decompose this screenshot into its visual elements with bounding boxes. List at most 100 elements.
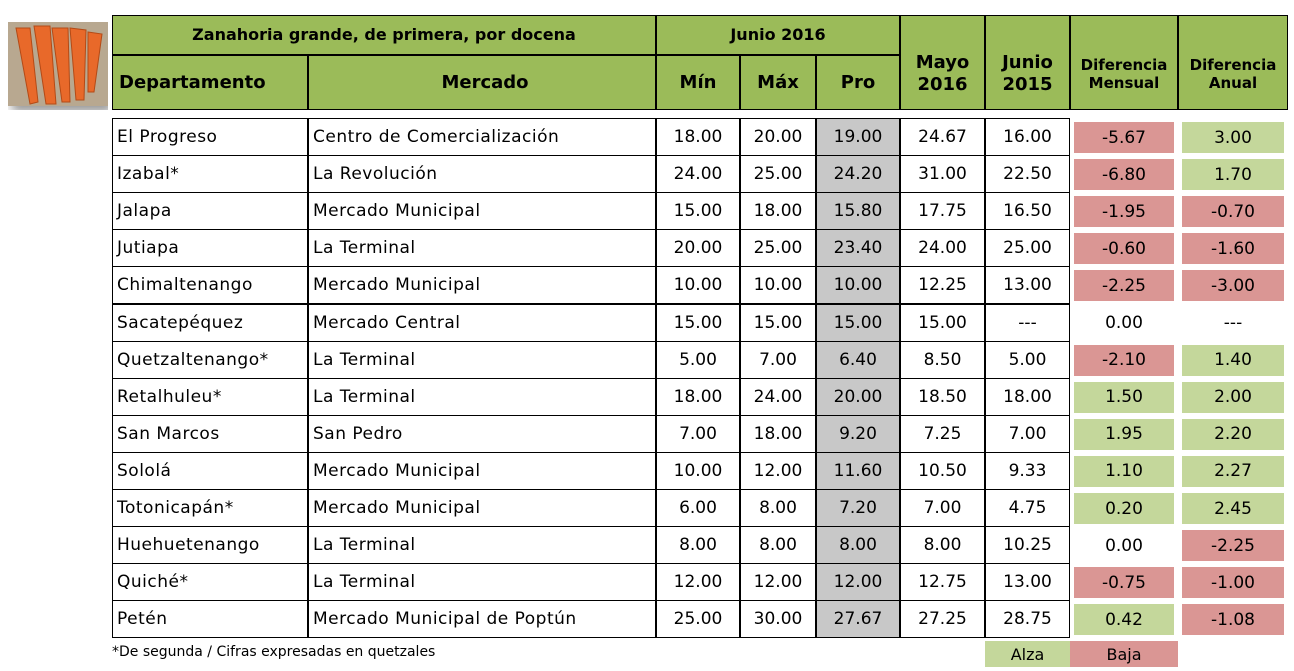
number-cell: 8.00 bbox=[740, 526, 816, 564]
number-cell: 25.00 bbox=[656, 600, 740, 638]
difference-cell: -5.67 bbox=[1074, 122, 1174, 153]
number-cell: 18.00 bbox=[656, 118, 740, 156]
number-cell: 6.00 bbox=[656, 489, 740, 527]
text-cell: El Progreso bbox=[112, 118, 308, 156]
number-cell: 15.00 bbox=[900, 304, 985, 342]
text-cell: Mercado Municipal bbox=[308, 192, 656, 230]
number-cell: 10.25 bbox=[985, 526, 1070, 564]
number-cell: 15.00 bbox=[656, 192, 740, 230]
number-cell: 22.50 bbox=[985, 155, 1070, 193]
difference-cell: 1.40 bbox=[1182, 345, 1284, 376]
text-cell: Mercado Municipal de Poptún bbox=[308, 600, 656, 638]
difference-cell: 2.27 bbox=[1182, 456, 1284, 487]
text-cell: Chimaltenango bbox=[112, 266, 308, 304]
text-cell: Quiché* bbox=[112, 563, 308, 601]
difference-cell: 2.45 bbox=[1182, 493, 1284, 524]
number-cell: 8.50 bbox=[900, 341, 985, 379]
text-cell: Mercado Municipal bbox=[308, 489, 656, 527]
text-cell: Izabal* bbox=[112, 155, 308, 193]
number-cell: 12.00 bbox=[740, 452, 816, 490]
column-header: Junio 2015 bbox=[985, 15, 1070, 110]
difference-cell: 2.00 bbox=[1182, 382, 1284, 413]
text-cell: Quetzaltenango* bbox=[112, 341, 308, 379]
difference-cell: 1.50 bbox=[1074, 382, 1174, 413]
difference-cell: -0.60 bbox=[1074, 233, 1174, 264]
difference-cell: -0.75 bbox=[1074, 567, 1174, 598]
number-cell: 30.00 bbox=[740, 600, 816, 638]
number-cell: 4.75 bbox=[985, 489, 1070, 527]
number-cell: 10.00 bbox=[656, 266, 740, 304]
difference-cell: -1.00 bbox=[1182, 567, 1284, 598]
number-cell: 24.67 bbox=[900, 118, 985, 156]
text-cell: Mercado Central bbox=[308, 304, 656, 342]
column-header: Pro bbox=[816, 55, 900, 110]
number-cell: 8.00 bbox=[816, 526, 900, 564]
text-cell: Jutiapa bbox=[112, 229, 308, 267]
number-cell: 24.20 bbox=[816, 155, 900, 193]
column-header: Mín bbox=[656, 55, 740, 110]
difference-cell: 0.42 bbox=[1074, 604, 1174, 635]
difference-cell: -0.70 bbox=[1182, 196, 1284, 227]
number-cell: 7.00 bbox=[740, 341, 816, 379]
text-cell: La Terminal bbox=[308, 563, 656, 601]
text-cell: Huehuetenango bbox=[112, 526, 308, 564]
number-cell: 18.00 bbox=[656, 378, 740, 416]
number-cell: 12.25 bbox=[900, 266, 985, 304]
text-cell: Petén bbox=[112, 600, 308, 638]
text-cell: San Pedro bbox=[308, 415, 656, 453]
number-cell: 12.00 bbox=[740, 563, 816, 601]
difference-cell: 0.00 bbox=[1074, 308, 1174, 339]
difference-cell: -3.00 bbox=[1182, 270, 1284, 301]
number-cell: 7.25 bbox=[900, 415, 985, 453]
column-header: Diferencia Anual bbox=[1178, 15, 1288, 110]
difference-cell: 1.70 bbox=[1182, 159, 1284, 190]
text-cell: La Terminal bbox=[308, 341, 656, 379]
difference-cell: 1.95 bbox=[1074, 419, 1174, 450]
text-cell: Totonicapán* bbox=[112, 489, 308, 527]
text-cell: Mercado Municipal bbox=[308, 452, 656, 490]
difference-cell: 1.10 bbox=[1074, 456, 1174, 487]
number-cell: 24.00 bbox=[900, 229, 985, 267]
number-cell: 15.00 bbox=[816, 304, 900, 342]
number-cell: 16.50 bbox=[985, 192, 1070, 230]
number-cell: 12.75 bbox=[900, 563, 985, 601]
number-cell: 8.00 bbox=[656, 526, 740, 564]
number-cell: 12.00 bbox=[656, 563, 740, 601]
difference-cell: -2.25 bbox=[1074, 270, 1174, 301]
number-cell: 16.00 bbox=[985, 118, 1070, 156]
number-cell: 6.40 bbox=[816, 341, 900, 379]
text-cell: Retalhuleu* bbox=[112, 378, 308, 416]
number-cell: 5.00 bbox=[656, 341, 740, 379]
text-cell: Sololá bbox=[112, 452, 308, 490]
number-cell: 19.00 bbox=[816, 118, 900, 156]
difference-cell: 0.00 bbox=[1074, 530, 1174, 561]
number-cell: 17.75 bbox=[900, 192, 985, 230]
number-cell: 23.40 bbox=[816, 229, 900, 267]
column-header: Mayo 2016 bbox=[900, 15, 985, 110]
text-cell: San Marcos bbox=[112, 415, 308, 453]
number-cell: 18.00 bbox=[740, 192, 816, 230]
number-cell: 27.67 bbox=[816, 600, 900, 638]
number-cell: 18.00 bbox=[740, 415, 816, 453]
difference-cell: -2.25 bbox=[1182, 530, 1284, 561]
text-cell: La Terminal bbox=[308, 229, 656, 267]
difference-cell: -2.10 bbox=[1074, 345, 1174, 376]
column-header: Mercado bbox=[308, 55, 656, 110]
footnote: *De segunda / Cifras expresadas en quetz… bbox=[112, 639, 612, 665]
number-cell: 5.00 bbox=[985, 341, 1070, 379]
number-cell: 25.00 bbox=[985, 229, 1070, 267]
number-cell: 10.50 bbox=[900, 452, 985, 490]
number-cell: 18.50 bbox=[900, 378, 985, 416]
number-cell: 7.00 bbox=[985, 415, 1070, 453]
number-cell: 10.00 bbox=[816, 266, 900, 304]
number-cell: 27.25 bbox=[900, 600, 985, 638]
text-cell: Jalapa bbox=[112, 192, 308, 230]
difference-cell: --- bbox=[1182, 308, 1284, 339]
number-cell: 15.80 bbox=[816, 192, 900, 230]
number-cell: 31.00 bbox=[900, 155, 985, 193]
difference-cell: 3.00 bbox=[1182, 122, 1284, 153]
number-cell: 13.00 bbox=[985, 266, 1070, 304]
difference-cell: -6.80 bbox=[1074, 159, 1174, 190]
text-cell: Centro de Comercialización bbox=[308, 118, 656, 156]
number-cell: 9.20 bbox=[816, 415, 900, 453]
